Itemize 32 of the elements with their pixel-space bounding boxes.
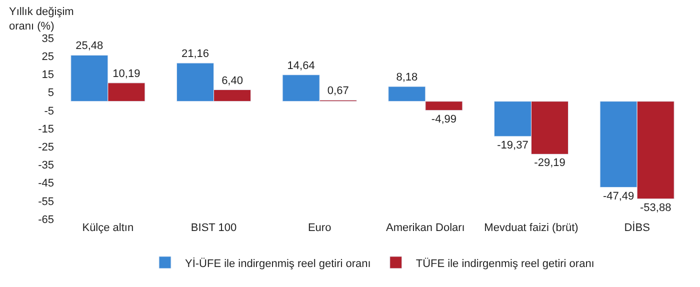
data-label: 10,19 <box>112 68 140 80</box>
y-tick-label: -35 <box>38 160 54 172</box>
data-label: -19,37 <box>497 139 528 152</box>
y-axis-title: Yıllık değişim oranı (%) <box>9 6 74 32</box>
data-label: 8,18 <box>396 72 418 84</box>
x-tick-label: BIST 100 <box>190 222 237 234</box>
data-label: 6,40 <box>222 74 243 87</box>
y-tick-label: -45 <box>38 178 54 190</box>
legend-label: TÜFE ile indirgenmiş reel getiri oranı <box>416 256 594 270</box>
x-tick-label: Külçe altın <box>82 222 134 234</box>
x-tick-label: DİBS <box>624 221 650 234</box>
y-tick-label: -65 <box>38 214 54 226</box>
y-tick-label: -55 <box>38 196 54 208</box>
y-tick-label: 15 <box>42 69 54 82</box>
data-label: 25,48 <box>76 40 104 52</box>
y-tick-label: 35 <box>42 32 54 45</box>
data-label: -47,49 <box>602 190 634 202</box>
y-tick-label: 25 <box>42 50 54 63</box>
y-tick-label: -25 <box>38 141 54 154</box>
data-label: 0,67 <box>327 85 349 98</box>
data-label: -29,19 <box>534 157 566 170</box>
data-label: 14,64 <box>287 60 315 72</box>
x-tick-label: Amerikan Doları <box>386 222 465 234</box>
legend-label: Yİ-ÜFE ile indirgenmiş reel getiri oranı <box>185 256 371 270</box>
x-tick-label: Euro <box>308 222 332 234</box>
y-tick-label: 5 <box>48 87 54 100</box>
y-tick-label: -15 <box>38 123 54 136</box>
data-label: 21,16 <box>181 48 209 60</box>
data-label: -53,88 <box>640 202 672 214</box>
y-tick-label: -5 <box>44 105 54 118</box>
x-tick-label: Mevduat faizi (brüt) <box>484 222 578 234</box>
data-label: -4,99 <box>431 113 456 126</box>
